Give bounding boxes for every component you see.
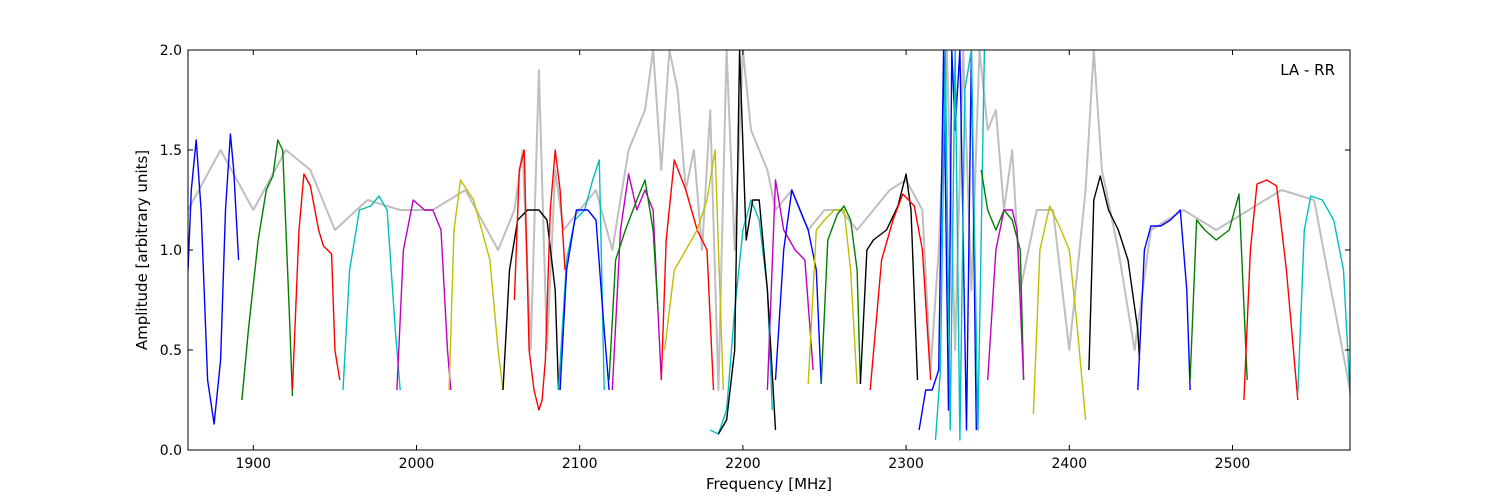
series-line-19	[807, 209, 858, 385]
y-tick-label: 1.5	[160, 143, 182, 159]
series-line-12	[608, 179, 659, 381]
series-line-8	[513, 149, 566, 411]
plot-background	[188, 50, 1350, 450]
series-line-16	[717, 50, 777, 435]
tick-layer: 1900 2000 2100 2200 2300 2400 2500 0.0 0.5 1.0 1.5…	[160, 43, 1350, 472]
series-line-13	[660, 159, 715, 391]
series-line-5	[396, 199, 452, 391]
chart-annotation: LA - RR	[1280, 61, 1335, 79]
y-tick-label: 0.5	[160, 343, 182, 359]
x-tick-label: 2500	[1215, 456, 1251, 472]
y-tick-label: 1.0	[160, 243, 182, 259]
x-tick-label: 1900	[235, 456, 271, 472]
y-tick-label: 2.0	[160, 43, 182, 59]
x-tick-label: 2300	[888, 456, 924, 472]
series-line-18	[774, 189, 822, 385]
y-tick-label: 0.0	[160, 443, 182, 459]
series-line-1	[188, 133, 240, 425]
series-line-10	[559, 209, 610, 391]
series-line-32	[1297, 195, 1350, 395]
x-tick-label: 2200	[725, 456, 761, 472]
series-line-31	[1243, 179, 1299, 401]
x-tick-label: 2100	[562, 456, 598, 472]
series-line-2	[241, 139, 294, 401]
series-layer	[188, 50, 1350, 441]
series-line-14	[663, 149, 724, 391]
series-line-30	[1189, 193, 1248, 381]
series-line-21	[859, 173, 919, 385]
series-line-3	[291, 173, 341, 391]
y-axis-label: Amplitude [arbitrary units]	[133, 150, 151, 350]
series-line-22	[869, 193, 932, 391]
series-line-27	[1032, 205, 1087, 421]
series-line-23	[918, 50, 977, 431]
series-line-6	[448, 179, 504, 391]
series-line-26	[987, 209, 1025, 381]
series-line-17	[766, 179, 814, 391]
series-line-28	[1088, 175, 1141, 371]
series-line-24	[934, 50, 986, 441]
x-tick-label: 2000	[399, 456, 435, 472]
series-line-20	[820, 205, 862, 385]
series-line-4	[342, 195, 401, 391]
series-line-29	[1137, 209, 1191, 391]
series-line-7	[502, 209, 560, 391]
series-line-11	[611, 173, 662, 391]
x-tick-label: 2400	[1051, 456, 1087, 472]
x-axis-label: Frequency [MHz]	[706, 475, 832, 493]
